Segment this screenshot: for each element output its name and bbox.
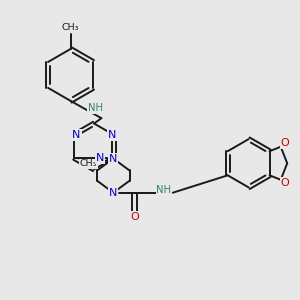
Text: N: N — [72, 130, 81, 140]
Text: CH₃: CH₃ — [61, 23, 79, 32]
Text: O: O — [281, 178, 290, 188]
Text: CH₃: CH₃ — [80, 159, 97, 168]
Text: N: N — [109, 154, 118, 164]
Text: N: N — [107, 130, 116, 140]
Text: NH: NH — [157, 185, 172, 195]
Text: O: O — [281, 138, 290, 148]
Text: N: N — [109, 188, 118, 198]
Text: NH: NH — [88, 103, 103, 113]
Text: N: N — [96, 153, 104, 163]
Text: O: O — [130, 212, 139, 222]
